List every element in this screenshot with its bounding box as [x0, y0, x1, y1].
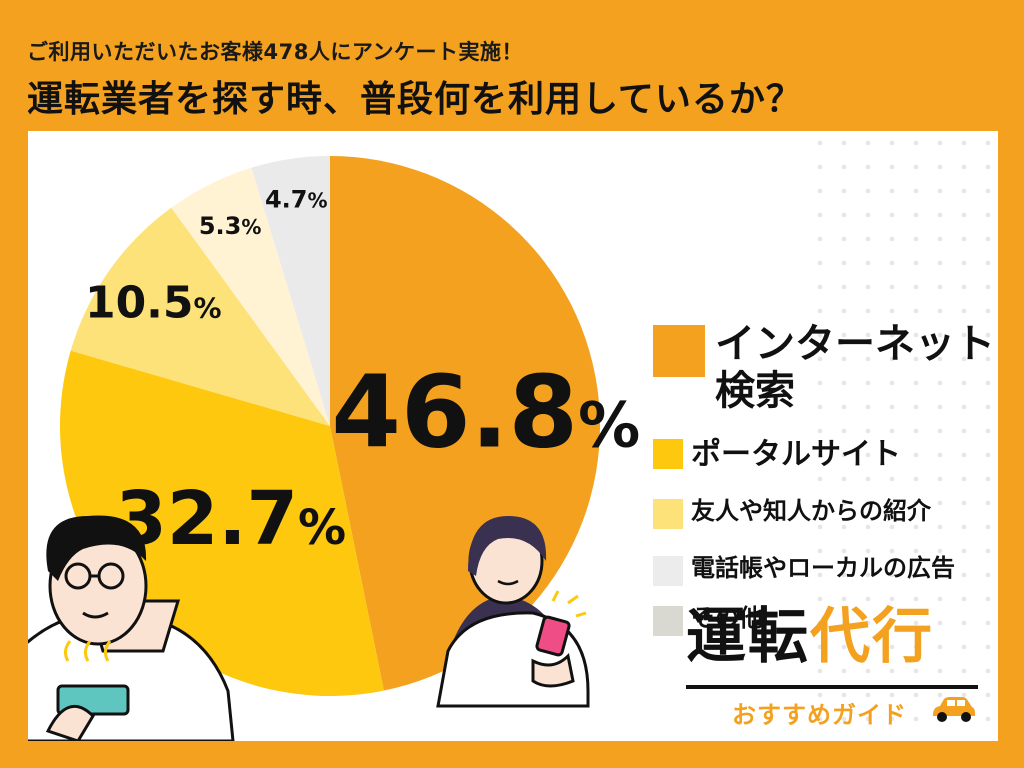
pie-slice-label: 32.7%	[115, 476, 346, 562]
legend-swatch	[653, 499, 683, 529]
pie-slice-label: 4.7%	[265, 186, 328, 214]
legend-label: その他	[691, 604, 763, 632]
legend-item: 友人や知人からの紹介	[653, 497, 931, 529]
legend-label: 電話帳やローカルの広告	[691, 554, 955, 582]
logo-main-a: 運転	[686, 602, 810, 672]
pie-slice-label: 46.8%	[331, 353, 640, 470]
logo-divider	[686, 685, 978, 689]
legend-label: インターネット 検索	[715, 321, 995, 415]
logo-sub: おすすめガイド	[732, 701, 907, 729]
pie-slice	[171, 167, 330, 426]
legend-label: ポータルサイト	[691, 437, 901, 472]
survey-subtitle: ご利用いただいたお客様478人にアンケート実施！	[27, 40, 523, 64]
pie-slice-label: 5.3%	[199, 212, 262, 240]
legend-item: 電話帳やローカルの広告	[653, 554, 955, 586]
legend-label: 友人や知人からの紹介	[691, 497, 931, 525]
man-illustration	[28, 515, 235, 741]
legend-swatch	[653, 325, 705, 377]
woman-illustration	[436, 516, 590, 708]
legend-swatch	[653, 606, 683, 636]
legend-item: インターネット 検索	[653, 321, 995, 415]
legend-item: その他	[653, 604, 763, 636]
logo: 運転代行 おすすめガイド	[686, 607, 978, 729]
logo-main-b: 代行	[810, 602, 934, 672]
legend-swatch	[653, 439, 683, 469]
pie-slice	[70, 207, 330, 426]
chart-panel: 46.8% 32.7% 10.5% 5.3% 4.7% インターネ	[28, 131, 998, 741]
legend-item: ポータルサイト	[653, 437, 901, 472]
car-icon	[933, 697, 975, 722]
legend-swatch	[653, 556, 683, 586]
pie-slice-label: 10.5%	[85, 278, 222, 329]
pie-slice	[251, 156, 330, 426]
pie-chart: 46.8%32.7% 10.5% 5.3%4.7%	[28, 156, 640, 741]
dot-pattern	[808, 131, 998, 741]
page-title: 運転業者を探す時、普段何を利用しているか？	[27, 79, 803, 120]
